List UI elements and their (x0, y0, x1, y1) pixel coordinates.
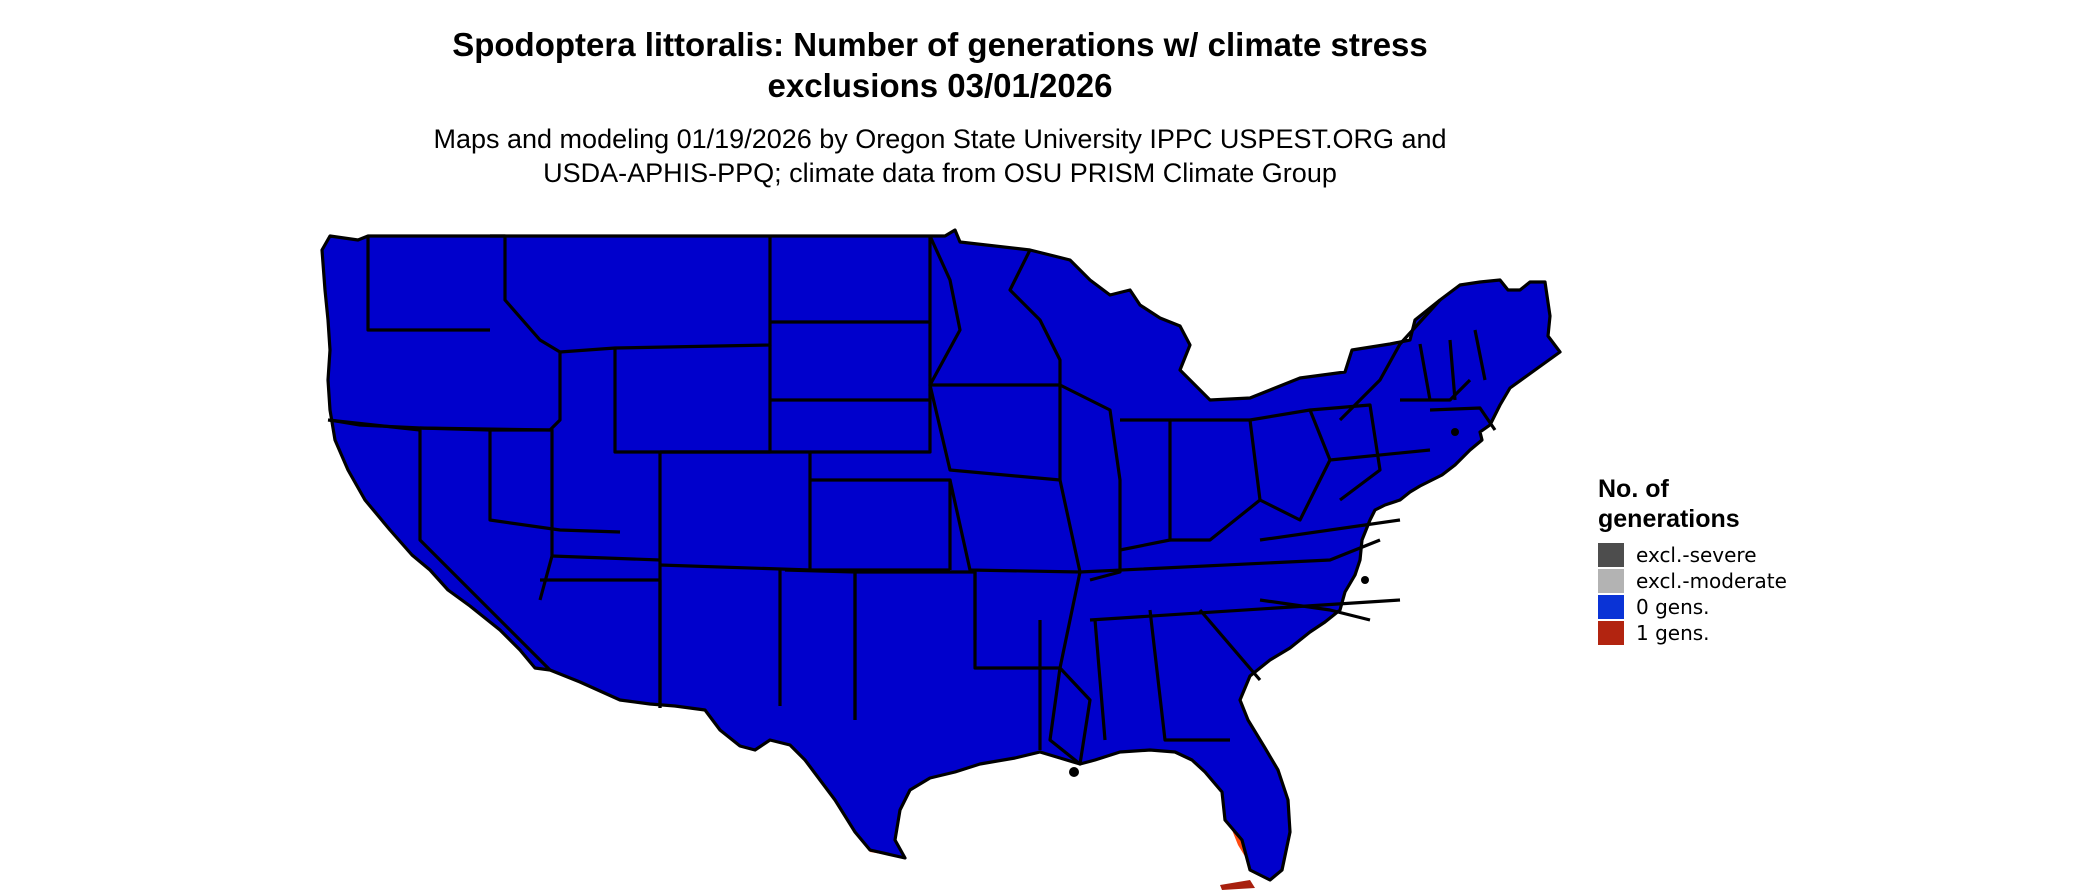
map-subtitle-line-1: Maps and modeling 01/19/2026 by Oregon S… (433, 124, 1447, 154)
legend-item: excl.-moderate (1598, 568, 1898, 594)
legend-item: excl.-severe (1598, 542, 1898, 568)
legend-item: 1 gens. (1598, 620, 1898, 646)
map-legend: No. of generations excl.-severe excl.-mod… (1598, 474, 1898, 646)
legend-swatch (1598, 595, 1624, 619)
legend-title-line-1: No. of (1598, 475, 1669, 503)
state-borders (320, 228, 1562, 882)
legend-swatch (1598, 621, 1624, 645)
map-subtitle-line-2: USDA-APHIS-PPQ; climate data from OSU PR… (543, 158, 1337, 188)
map-title-line-1: Spodoptera littoralis: Number of generat… (452, 26, 1428, 63)
legend-label: 1 gens. (1636, 621, 1710, 645)
legend-swatch (1598, 569, 1624, 593)
legend-label: excl.-severe (1636, 543, 1757, 567)
map-subtitle: Maps and modeling 01/19/2026 by Oregon S… (340, 122, 1540, 190)
map-title: Spodoptera littoralis: Number of generat… (340, 24, 1540, 106)
islands (1069, 428, 1459, 777)
map-title-line-2: exclusions 03/01/2026 (767, 67, 1113, 104)
legend-title-line-2: generations (1598, 505, 1740, 533)
legend-title: No. of generations (1598, 474, 1898, 534)
legend-label: 0 gens. (1636, 595, 1710, 619)
legend-item: 0 gens. (1598, 594, 1898, 620)
legend-items: excl.-severe excl.-moderate 0 gens. 1 gens. (1598, 542, 1898, 646)
legend-label: excl.-moderate (1636, 569, 1787, 593)
legend-swatch (1598, 543, 1624, 567)
